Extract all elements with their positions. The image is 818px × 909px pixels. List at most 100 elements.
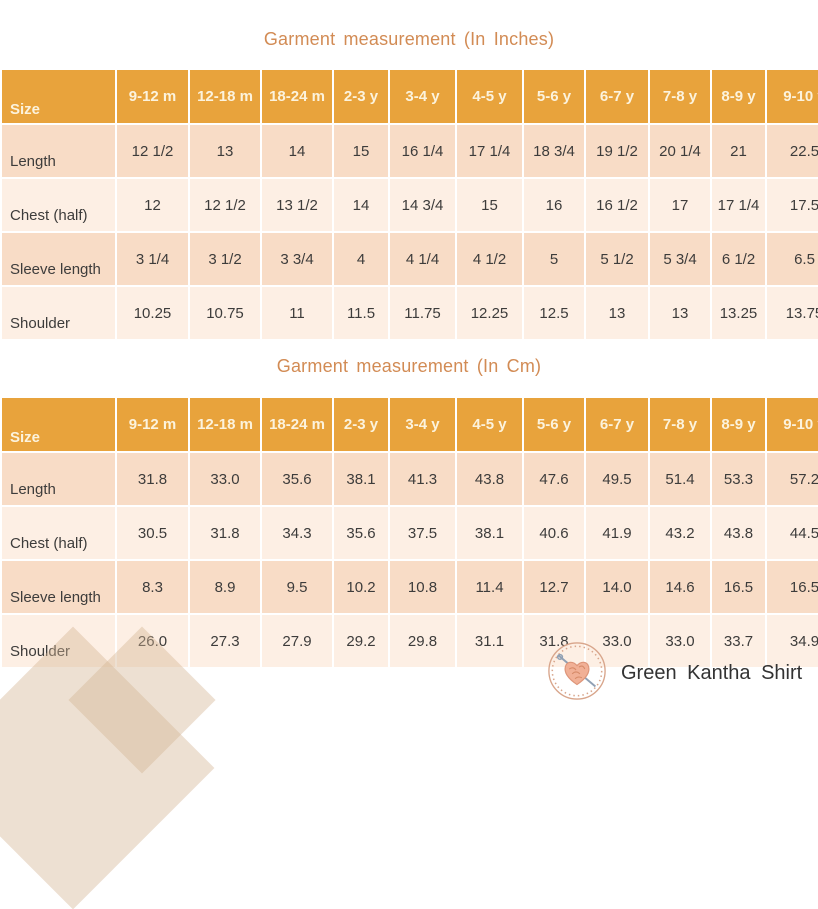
table-cell: 5 — [524, 233, 584, 285]
size-table-cm: Size 9-12 m 12-18 m 18-24 m 2-3 y 3-4 y … — [0, 396, 818, 669]
table-cell: 16 1/4 — [390, 125, 455, 177]
table-cell: 14.0 — [586, 561, 648, 613]
table-cell: 57.2 — [767, 453, 818, 505]
table-cell: 37.5 — [390, 507, 455, 559]
table-inches-title: Garment measurement (In Inches) — [263, 29, 555, 49]
column-header: 8-9 y — [712, 398, 765, 451]
table-cell: 11.75 — [390, 287, 455, 339]
table-cell: 4 1/2 — [457, 233, 522, 285]
table-cell: 15 — [457, 179, 522, 231]
table-cell: 11 — [262, 287, 332, 339]
column-header: 3-4 y — [390, 70, 455, 123]
column-header: 9-10 y — [767, 70, 818, 123]
table-cell: 34.9 — [767, 615, 818, 667]
table-cell: 13 — [586, 287, 648, 339]
table-cell: 13.75 — [767, 287, 818, 339]
table-row-chest: Chest (half) 12 12 1/2 13 1/2 14 14 3/4 … — [2, 179, 818, 231]
column-header: 4-5 y — [457, 70, 522, 123]
table-cell: 5 3/4 — [650, 233, 710, 285]
table-cell: 3 1/2 — [190, 233, 260, 285]
table-row-sleeve: Sleeve length 8.3 8.9 9.5 10.2 10.8 11.4… — [2, 561, 818, 613]
column-header: 4-5 y — [457, 398, 522, 451]
table-cell: 16 1/2 — [586, 179, 648, 231]
table-cm-title: Garment measurement (In Cm) — [276, 356, 542, 376]
table-cell: 17 — [650, 179, 710, 231]
table-cell: 33.0 — [650, 615, 710, 667]
table-cell: 34.3 — [262, 507, 332, 559]
table-cell: 17.5 — [767, 179, 818, 231]
table-cell: 11.5 — [334, 287, 388, 339]
table-cell: 38.1 — [334, 453, 388, 505]
table-cell: 33.7 — [712, 615, 765, 667]
column-header: 6-7 y — [586, 398, 648, 451]
table-cell: 8.3 — [117, 561, 188, 613]
table-cell: 14 — [262, 125, 332, 177]
table-cell: 10.25 — [117, 287, 188, 339]
table-cell: 33.0 — [586, 615, 648, 667]
column-header: 12-18 m — [190, 398, 260, 451]
table-cell: 27.9 — [262, 615, 332, 667]
row-label: Chest (half) — [2, 507, 115, 559]
table-cell: 6 1/2 — [712, 233, 765, 285]
row-label: Chest (half) — [2, 179, 115, 231]
table-cell: 16.5 — [767, 561, 818, 613]
row-label: Length — [2, 453, 115, 505]
table-cell: 4 1/4 — [390, 233, 455, 285]
table-cell: 51.4 — [650, 453, 710, 505]
brand-footer: Green Kantha Shirt — [546, 640, 802, 707]
table-cell: 10.8 — [390, 561, 455, 613]
column-header: 9-12 m — [117, 70, 188, 123]
table-cell: 31.8 — [524, 615, 584, 667]
column-header: 9-10 y — [767, 398, 818, 451]
table-row-length: Length 12 1/2 13 14 15 16 1/4 17 1/4 18 … — [2, 125, 818, 177]
table-cell: 13 — [190, 125, 260, 177]
table-cell: 40.6 — [524, 507, 584, 559]
table-cell: 29.2 — [334, 615, 388, 667]
header-row: Size 9-12 m 12-18 m 18-24 m 2-3 y 3-4 y … — [2, 398, 818, 451]
table-cell: 13 — [650, 287, 710, 339]
column-header: 2-3 y — [334, 70, 388, 123]
size-table-inches: Size 9-12 m 12-18 m 18-24 m 2-3 y 3-4 y … — [0, 68, 818, 341]
table-row-shoulder: Shoulder 26.0 27.3 27.9 29.2 29.8 31.1 3… — [2, 615, 818, 667]
size-header-cell: Size — [2, 398, 115, 451]
table-row-chest: Chest (half) 30.5 31.8 34.3 35.6 37.5 38… — [2, 507, 818, 559]
column-header: 5-6 y — [524, 70, 584, 123]
table-cell: 10.75 — [190, 287, 260, 339]
table-cell: 17 1/4 — [457, 125, 522, 177]
table-cell: 3 3/4 — [262, 233, 332, 285]
table-cell: 12 1/2 — [117, 125, 188, 177]
table-cell: 13 1/2 — [262, 179, 332, 231]
table-cell: 31.8 — [117, 453, 188, 505]
table-cell: 20 1/4 — [650, 125, 710, 177]
column-header: 6-7 y — [586, 70, 648, 123]
column-header: 18-24 m — [262, 70, 332, 123]
column-header: 5-6 y — [524, 398, 584, 451]
column-header: 18-24 m — [262, 398, 332, 451]
table-cell: 33.0 — [190, 453, 260, 505]
table-row-length: Length 31.8 33.0 35.6 38.1 41.3 43.8 47.… — [2, 453, 818, 505]
table-cell: 47.6 — [524, 453, 584, 505]
table-cell: 10.2 — [334, 561, 388, 613]
table-cell: 30.5 — [117, 507, 188, 559]
table-cell: 12.7 — [524, 561, 584, 613]
table-cell: 53.3 — [712, 453, 765, 505]
table-cell: 12.25 — [457, 287, 522, 339]
table-cell: 14.6 — [650, 561, 710, 613]
column-header: 9-12 m — [117, 398, 188, 451]
column-header: 12-18 m — [190, 70, 260, 123]
table-cell: 22.5 — [767, 125, 818, 177]
table-cell: 13.25 — [712, 287, 765, 339]
table-cell: 15 — [334, 125, 388, 177]
table-cell: 16 — [524, 179, 584, 231]
table-cell: 41.9 — [586, 507, 648, 559]
row-label: Length — [2, 125, 115, 177]
table-cell: 27.3 — [190, 615, 260, 667]
table-cell: 29.8 — [390, 615, 455, 667]
table-cell: 49.5 — [586, 453, 648, 505]
table-cell: 12 — [117, 179, 188, 231]
table-cell: 12 1/2 — [190, 179, 260, 231]
table-cell: 5 1/2 — [586, 233, 648, 285]
table-cell: 19 1/2 — [586, 125, 648, 177]
header-row: Size 9-12 m 12-18 m 18-24 m 2-3 y 3-4 y … — [2, 70, 818, 123]
table-cell: 6.5 — [767, 233, 818, 285]
